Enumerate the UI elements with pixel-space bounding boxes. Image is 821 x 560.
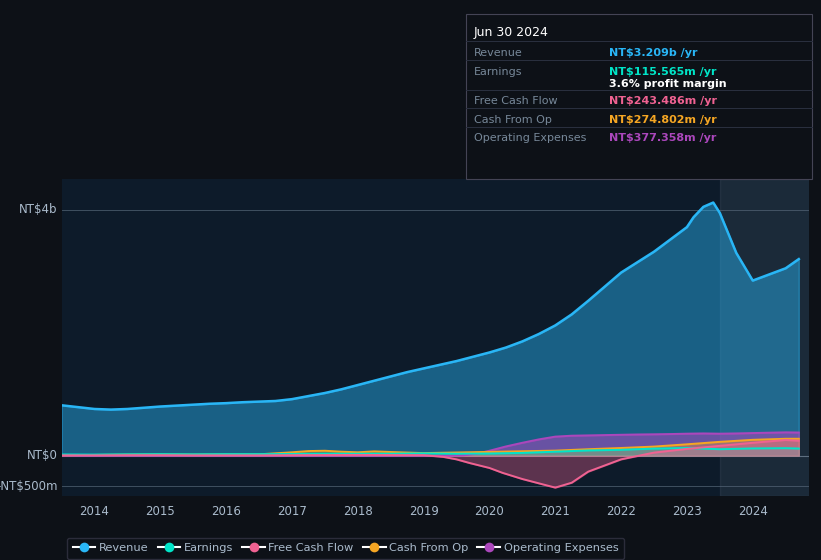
Text: NT$0: NT$0 [27,449,57,462]
Text: Free Cash Flow: Free Cash Flow [474,96,557,106]
Text: NT$115.565m /yr: NT$115.565m /yr [609,67,717,77]
Text: Earnings: Earnings [474,67,522,77]
Bar [720,179,821,496]
Text: NT$274.802m /yr: NT$274.802m /yr [609,115,717,125]
Text: -NT$500m: -NT$500m [0,480,57,493]
Text: NT$3.209b /yr: NT$3.209b /yr [609,48,698,58]
Text: Jun 30 2024: Jun 30 2024 [474,26,548,39]
Text: Revenue: Revenue [474,48,522,58]
Legend: Revenue, Earnings, Free Cash Flow, Cash From Op, Operating Expenses: Revenue, Earnings, Free Cash Flow, Cash … [67,538,624,559]
Text: Cash From Op: Cash From Op [474,115,552,125]
Text: 3.6% profit margin: 3.6% profit margin [609,79,727,89]
Text: NT$377.358m /yr: NT$377.358m /yr [609,133,717,143]
Text: NT$243.486m /yr: NT$243.486m /yr [609,96,718,106]
Text: NT$4b: NT$4b [20,203,57,216]
Text: Operating Expenses: Operating Expenses [474,133,586,143]
